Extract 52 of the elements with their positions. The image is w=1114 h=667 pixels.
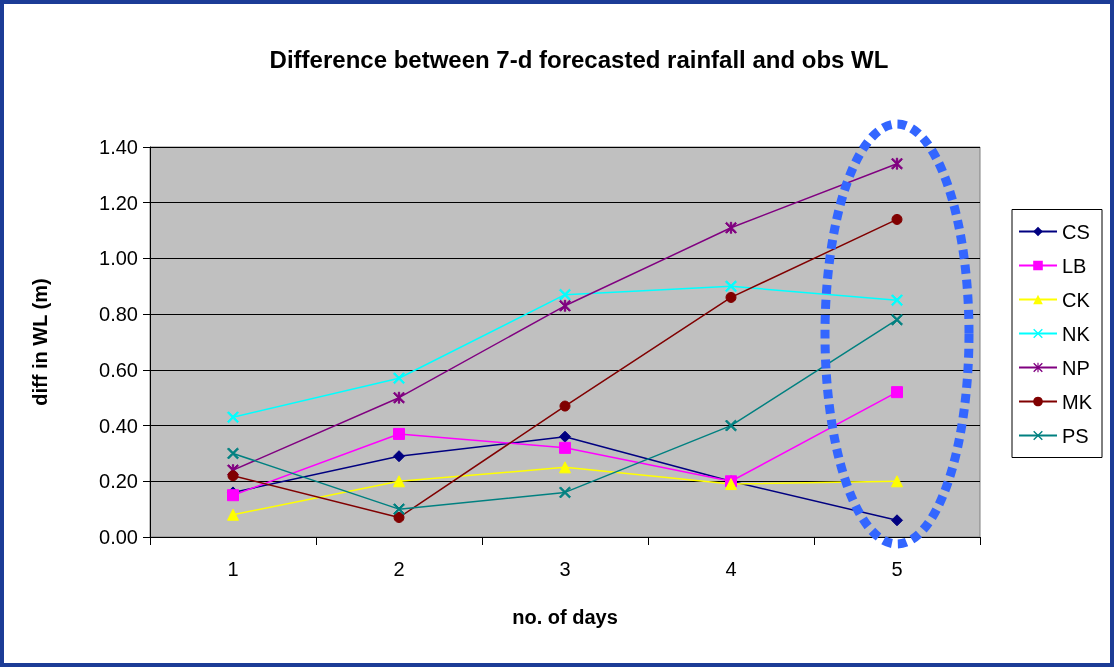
point (227, 470, 239, 482)
point (891, 386, 903, 399)
point (559, 400, 571, 412)
point (559, 441, 571, 454)
x-tick-label: 5 (891, 558, 903, 580)
point (891, 294, 903, 307)
point (559, 486, 571, 499)
y-axis-title: diff in WL (m) (29, 278, 51, 406)
legend-label: CK (1062, 288, 1091, 311)
y-tick-label: 0.40 (99, 414, 138, 437)
point (725, 291, 737, 303)
y-tick-label: 0.60 (99, 358, 138, 381)
point (393, 450, 405, 463)
chart-title: Difference between 7-d forecasted rainfall and obs WL (269, 45, 889, 73)
y-tick-label: 1.20 (99, 191, 138, 214)
x-axis-title: no. of days (512, 606, 618, 628)
legend-label: MK (1062, 390, 1093, 413)
legend-label: NK (1062, 322, 1091, 345)
y-tick-label: 0.00 (99, 526, 138, 548)
point (227, 411, 239, 424)
legend-label: CS (1062, 220, 1090, 243)
point (559, 461, 571, 474)
legend-label: PS (1062, 424, 1089, 447)
point (725, 419, 737, 432)
point (891, 475, 903, 488)
x-tick-label: 1 (227, 558, 239, 580)
x-tick-label: 4 (725, 558, 737, 580)
x-tick-label: 2 (393, 558, 405, 580)
point (393, 503, 405, 516)
point (393, 475, 405, 488)
point (891, 313, 903, 326)
point (227, 508, 239, 521)
x-tick-label: 3 (559, 558, 571, 580)
point (393, 391, 405, 404)
point (393, 372, 405, 385)
legend-label: LB (1062, 254, 1087, 277)
point (559, 288, 571, 301)
point (891, 514, 903, 527)
point (725, 280, 737, 293)
y-tick-label: 1.00 (99, 247, 138, 270)
y-tick-label: 0.20 (99, 470, 138, 493)
point (393, 512, 405, 523)
y-tick-label: 1.40 (99, 136, 138, 158)
legend-label: NP (1062, 356, 1090, 379)
point (559, 299, 571, 312)
point (891, 213, 903, 225)
y-tick-label: 0.80 (99, 303, 138, 326)
point (725, 221, 737, 234)
point (559, 430, 571, 443)
point (891, 157, 903, 170)
point (227, 447, 239, 460)
point (393, 427, 405, 440)
